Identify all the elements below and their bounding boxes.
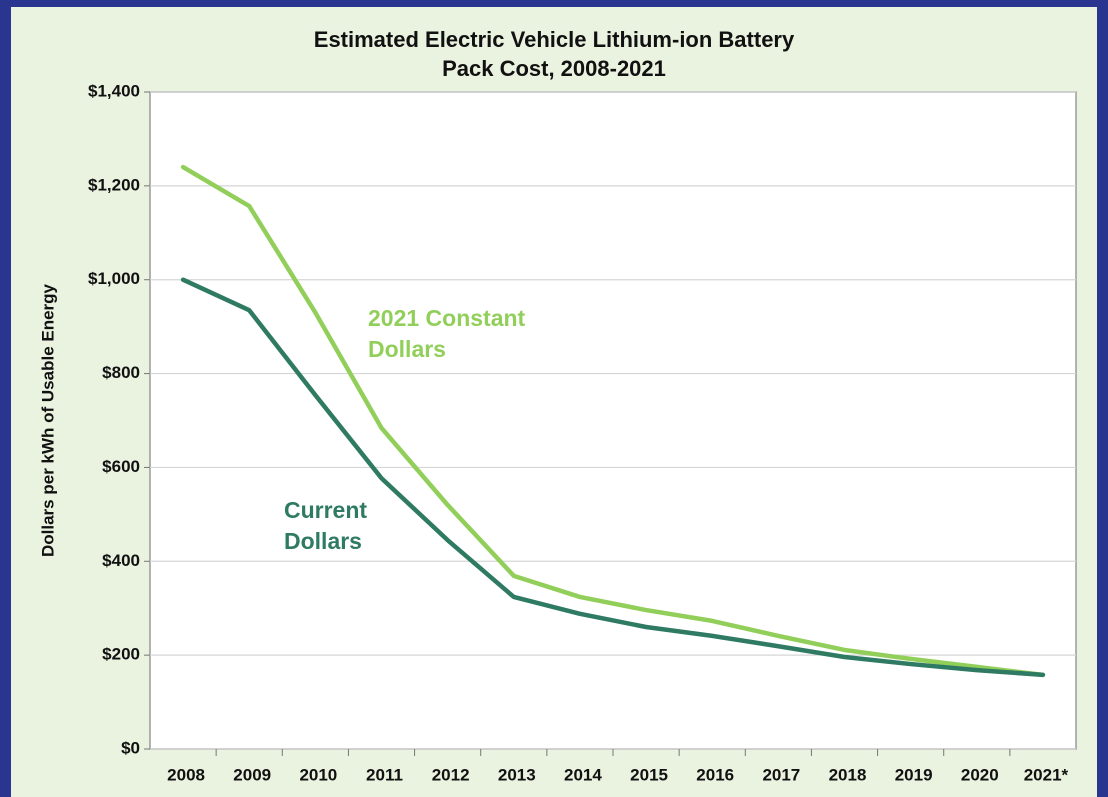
series-line	[180, 277, 1046, 678]
y-tick-label: $1,000	[88, 269, 140, 288]
y-tick-label: $600	[102, 457, 140, 476]
y-tick-label: $200	[102, 645, 140, 664]
x-tick-label: 2016	[696, 765, 734, 784]
y-tick-label: $0	[121, 738, 140, 757]
y-tick-label: $400	[102, 551, 140, 570]
x-tick-label: 2018	[829, 765, 867, 784]
x-tick-label: 2008	[167, 765, 205, 784]
y-tick-label: $1,200	[88, 175, 140, 194]
y-tick-label: $800	[102, 363, 140, 382]
chart-title: Estimated Electric Vehicle Lithium-ion B…	[313, 27, 795, 81]
y-tick-label: $1,400	[88, 81, 140, 100]
x-tick-label: 2014	[564, 765, 602, 784]
x-tick-label: 2011	[366, 765, 403, 784]
x-tick-label: 2013	[498, 765, 536, 784]
x-tick-label: 2012	[432, 765, 470, 784]
x-tick-label: 2019	[895, 765, 933, 784]
x-tick-label: 2009	[233, 765, 271, 784]
series-label: Current Dollars	[284, 497, 368, 554]
chart-panel: $0 $200 $400 $600 $800 $1,000 $1,200 $1,400 Doll…	[11, 7, 1097, 797]
x-tick-label: 2010	[299, 765, 337, 784]
x-tick-label: 2015	[630, 765, 668, 784]
x-tick-label: 2017	[762, 765, 800, 784]
series-line	[180, 164, 1046, 678]
x-tick-label: 2020	[961, 765, 999, 784]
chart: $0 $200 $400 $600 $800 $1,000 $1,200 $1,400 Doll…	[38, 81, 1077, 784]
y-axis-title: Dollars per kWh of Usable Energy	[38, 283, 57, 557]
x-tick-label: 2021*	[1024, 765, 1069, 784]
plot-area	[149, 91, 1077, 750]
series-label: 2021 Constant Dollars	[368, 305, 526, 362]
